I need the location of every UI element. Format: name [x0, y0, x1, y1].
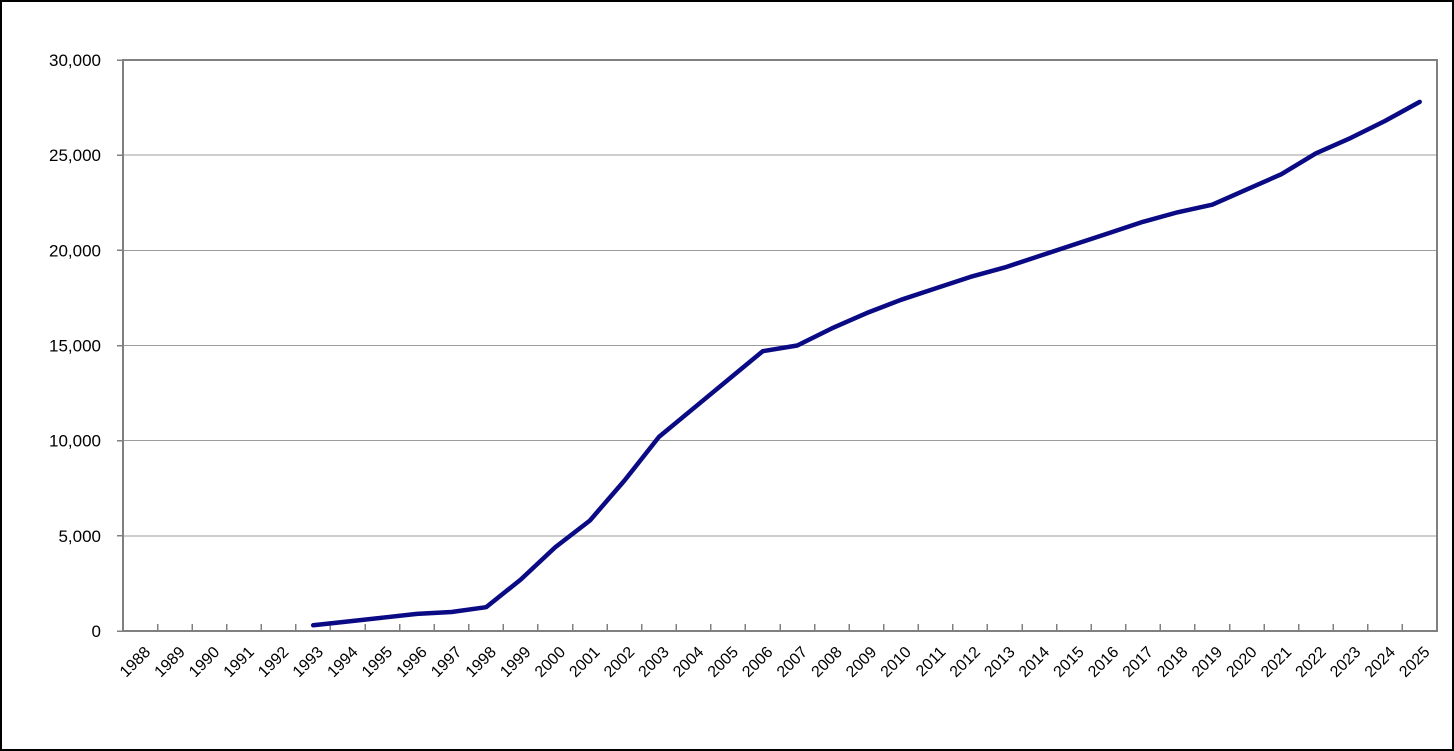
x-axis-label: 2022 — [1293, 644, 1330, 681]
x-axis-label: 1991 — [221, 644, 258, 681]
y-axis-label: 30,000 — [49, 51, 101, 70]
x-axis-label: 1994 — [324, 644, 361, 681]
x-axis-label: 1988 — [117, 644, 154, 681]
x-axis-label: 2012 — [947, 644, 984, 681]
x-axis-label: 1989 — [152, 644, 189, 681]
x-axis-label: 2010 — [878, 644, 915, 681]
y-axis-label: 25,000 — [49, 146, 101, 165]
data-line — [310, 99, 1422, 628]
x-axis-label: 1997 — [428, 644, 465, 681]
x-axis-label: 2002 — [601, 644, 638, 681]
x-axis-label: 2013 — [981, 644, 1018, 681]
data-series — [310, 99, 1422, 628]
x-axis-label: 2005 — [705, 644, 742, 681]
x-axis-label: 2024 — [1362, 644, 1399, 681]
x-axis-label: 2006 — [739, 644, 776, 681]
x-axis-label: 2004 — [670, 644, 707, 681]
x-axis-label: 2000 — [532, 644, 569, 681]
x-axis-label: 1992 — [255, 644, 292, 681]
x-axis-label: 2008 — [809, 644, 846, 681]
x-axis-label: 2025 — [1396, 644, 1433, 681]
x-axis-label: 1995 — [359, 644, 396, 681]
x-axis-label: 2020 — [1223, 644, 1260, 681]
x-axis-label: 1996 — [394, 644, 431, 681]
x-axis-label: 2011 — [913, 644, 949, 680]
y-axis-label: 0 — [92, 622, 101, 641]
x-axis-label: 2018 — [1154, 644, 1191, 681]
x-axis-label: 2007 — [774, 644, 811, 681]
axis-ticks — [117, 59, 1438, 632]
x-axis-label: 2001 — [566, 644, 603, 681]
x-axis-label: 2014 — [1016, 644, 1053, 681]
x-axis-label: 2009 — [843, 644, 880, 681]
x-axis-label: 1999 — [497, 644, 534, 681]
y-axis-labels: 0 5,000 10,000 15,000 20,000 25,000 30,000 — [49, 51, 101, 641]
x-axis-label: 1998 — [463, 644, 500, 681]
y-axis-label: 5,000 — [58, 527, 101, 546]
gridlines — [123, 154, 1437, 537]
x-axis-labels: 1988198919901991199219931994199519961997… — [117, 644, 1434, 681]
x-axis-label: 1990 — [186, 644, 223, 681]
x-axis-label: 2023 — [1327, 644, 1364, 681]
x-axis-label: 1993 — [290, 644, 327, 681]
x-axis-label: 2016 — [1085, 644, 1122, 681]
x-axis-label: 2017 — [1120, 644, 1157, 681]
x-axis-label: 2019 — [1189, 644, 1226, 681]
x-axis-label: 2003 — [636, 644, 673, 681]
x-axis-label: 2015 — [1051, 644, 1088, 681]
x-axis-label: 2021 — [1258, 644, 1295, 681]
y-axis-label: 15,000 — [49, 337, 101, 356]
y-axis-label: 10,000 — [49, 432, 101, 451]
y-axis-label: 20,000 — [49, 241, 101, 260]
